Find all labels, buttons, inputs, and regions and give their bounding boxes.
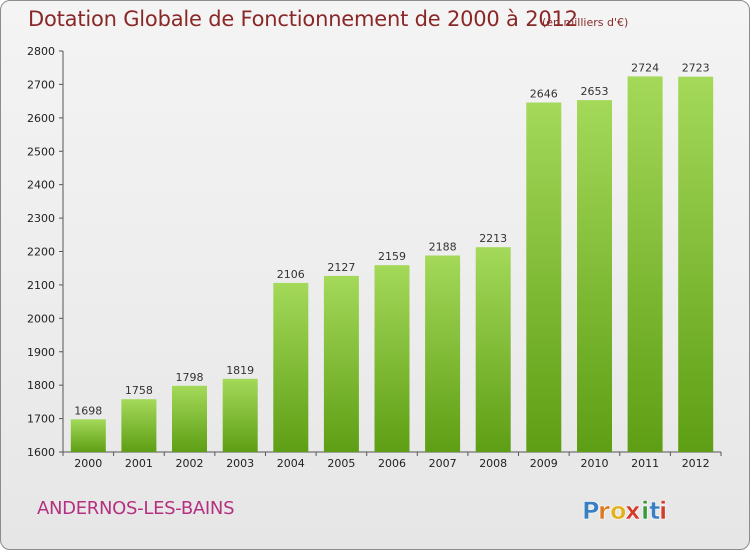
y-tick-label: 2800 — [27, 45, 55, 58]
bar-2001 — [121, 399, 157, 452]
x-tick-label-2011: 2011 — [631, 457, 659, 470]
y-tick-label: 2300 — [27, 212, 55, 225]
proxiti-logo: Pr ox i ti — [582, 497, 668, 526]
y-tick-label: 1800 — [27, 379, 55, 392]
chart-subtitle: (en milliers d'€) — [542, 16, 629, 29]
data-label-2010: 2653 — [581, 85, 609, 98]
data-label-2012: 2723 — [682, 62, 710, 75]
bar-2009 — [526, 102, 562, 452]
bar-2000 — [70, 419, 106, 452]
logo-letter: x — [625, 497, 641, 525]
bar-2002 — [172, 385, 207, 452]
x-tick-label-2005: 2005 — [327, 457, 355, 470]
data-label-2001: 1758 — [125, 384, 153, 397]
chart-title: Dotation Globale de Fonctionnement de 20… — [28, 7, 578, 31]
bar-2005 — [323, 275, 359, 452]
y-tick-label: 2600 — [27, 112, 55, 125]
data-label-2009: 2646 — [530, 88, 558, 101]
data-label-2005: 2127 — [327, 261, 355, 274]
logo-letter: r — [598, 497, 610, 525]
bar-series: 1698 1758 1798 1819 2106 2127 2159 2188 2213 2646… — [70, 61, 714, 453]
bar-2011 — [627, 76, 663, 453]
bar-2006 — [374, 265, 410, 452]
y-tick-label: 2200 — [27, 246, 55, 259]
x-tick-label-2007: 2007 — [429, 457, 457, 470]
bar-2008 — [475, 247, 511, 452]
data-label-2007: 2188 — [429, 241, 457, 254]
bar-2004 — [273, 282, 309, 452]
chart-axes: 1600 1700 1800 1900 2000 2100 2200 2300 2400 2500… — [27, 45, 722, 470]
logo-letter: t — [649, 497, 660, 525]
x-tick-label-2000: 2000 — [74, 457, 102, 470]
logo-letter: i — [659, 497, 667, 525]
x-tick-label-2002: 2002 — [176, 457, 204, 470]
y-tick-label: 2100 — [27, 279, 55, 292]
y-tick-label: 2400 — [27, 179, 55, 192]
bar-2012 — [678, 76, 714, 452]
bar-2003 — [222, 378, 258, 452]
y-tick-label: 1900 — [27, 346, 55, 359]
x-tick-label-2003: 2003 — [226, 457, 254, 470]
x-tick-label-2012: 2012 — [682, 457, 710, 470]
y-tick-label: 2700 — [27, 78, 55, 91]
x-tick-label-2010: 2010 — [581, 457, 609, 470]
data-label-2004: 2106 — [277, 268, 305, 281]
logo-letter: i — [641, 497, 649, 525]
logo-letter: o — [610, 497, 627, 525]
data-label-2000: 1698 — [74, 404, 102, 417]
bar-2010 — [577, 100, 612, 452]
x-tick-label-2004: 2004 — [277, 457, 305, 470]
y-tick-label: 2000 — [27, 312, 55, 325]
x-tick-label-2006: 2006 — [378, 457, 406, 470]
x-tick-label-2009: 2009 — [530, 457, 558, 470]
x-tick-label-2008: 2008 — [479, 457, 507, 470]
data-label-2008: 2213 — [479, 232, 507, 245]
x-tick-label-2001: 2001 — [125, 457, 153, 470]
y-tick-label: 2500 — [27, 145, 55, 158]
data-label-2003: 1819 — [226, 364, 254, 377]
y-tick-label: 1700 — [27, 413, 55, 426]
y-tick-label: 1600 — [27, 446, 55, 459]
data-label-2011: 2724 — [631, 61, 659, 74]
logo-letter: P — [582, 497, 600, 525]
data-label-2006: 2159 — [378, 250, 406, 263]
commune-name: ANDERNOS-LES-BAINS — [37, 498, 235, 519]
bar-2007 — [425, 255, 461, 452]
data-label-2002: 1798 — [176, 371, 204, 384]
